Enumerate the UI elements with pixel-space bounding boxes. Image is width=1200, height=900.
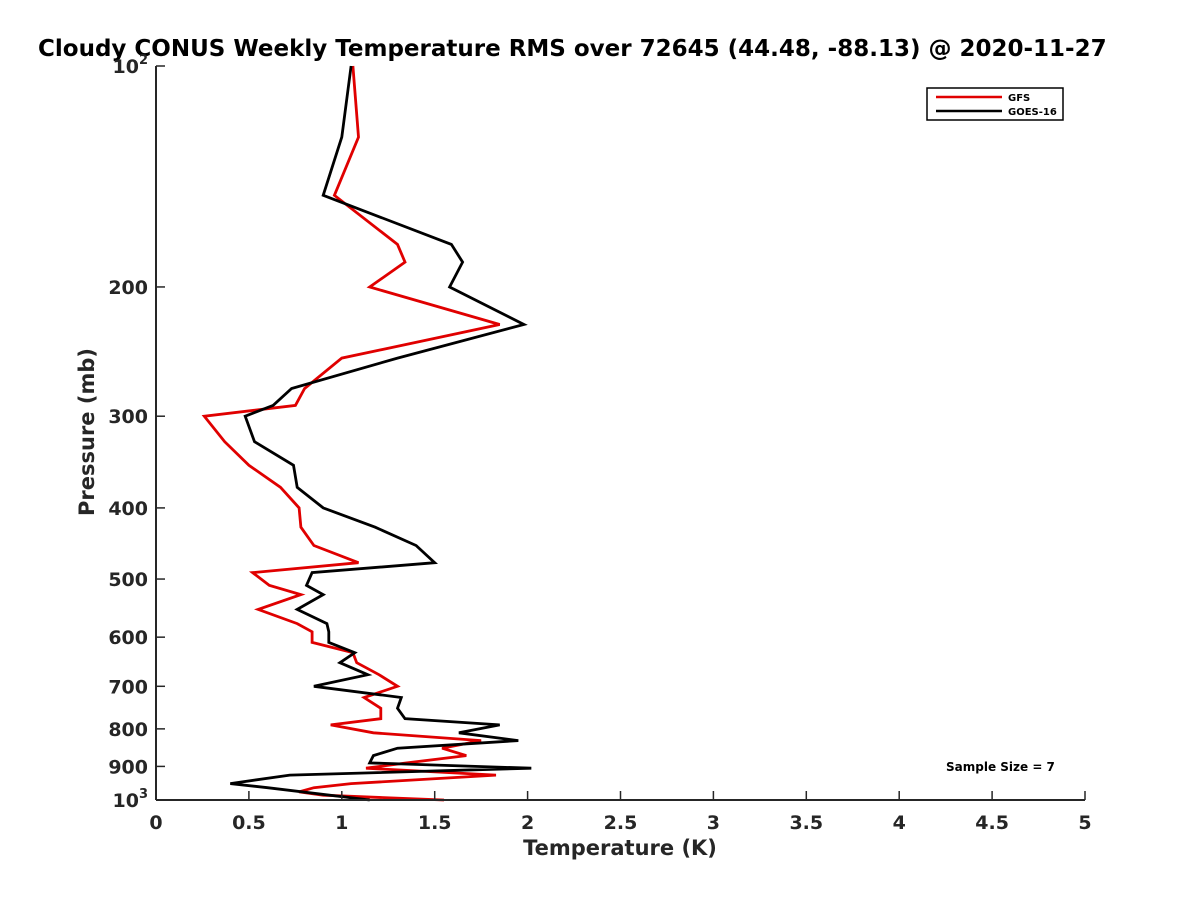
x-axis-label: Temperature (K) [523,836,717,860]
y-tick-label: 103 [113,787,149,812]
x-tick-label: 1 [335,812,348,834]
y-tick-label: 800 [108,719,148,741]
y-tick-label: 102 [113,53,149,78]
legend-label-goes16: GOES-16 [1008,107,1057,118]
x-tick-label: 5 [1078,812,1091,834]
y-tick-label: 700 [108,676,148,698]
sample-size-annotation: Sample Size = 7 [946,760,1055,774]
x-tick-label: 4 [893,812,906,834]
y-tick-label: 900 [108,756,148,778]
x-tick-label: 3 [707,812,720,834]
series-line-gfs [201,65,501,802]
legend: GFS GOES-16 [926,87,1064,121]
y-tick-label: 200 [108,277,148,299]
chart-title: Cloudy CONUS Weekly Temperature RMS over… [38,36,1107,62]
legend-box [926,87,1064,121]
y-tick-label: 600 [108,627,148,649]
x-tick-label: 4.5 [975,812,1009,834]
y-axis-label: Pressure (mb) [75,348,99,516]
series-line-goes16 [230,65,532,802]
y-tick-label: 400 [108,498,148,520]
x-tick-label: 0 [149,812,162,834]
legend-label-gfs: GFS [1008,93,1030,104]
x-tick-label: 1.5 [418,812,452,834]
plot-area: 0 0.5 1 1.5 2 2.5 3 3.5 4 4.5 5 102 200 300 400 500 600 7… [108,53,1091,834]
y-tick-label: 500 [108,569,148,591]
x-tick-label: 2.5 [604,812,638,834]
x-tick-label: 2 [521,812,534,834]
y-tick-label: 300 [108,406,148,428]
x-tick-label: 0.5 [232,812,266,834]
series-layer [201,65,532,802]
x-tick-label: 3.5 [789,812,823,834]
axes-layer: 0 0.5 1 1.5 2 2.5 3 3.5 4 4.5 5 102 200 300 400 500 600 7… [108,53,1091,834]
